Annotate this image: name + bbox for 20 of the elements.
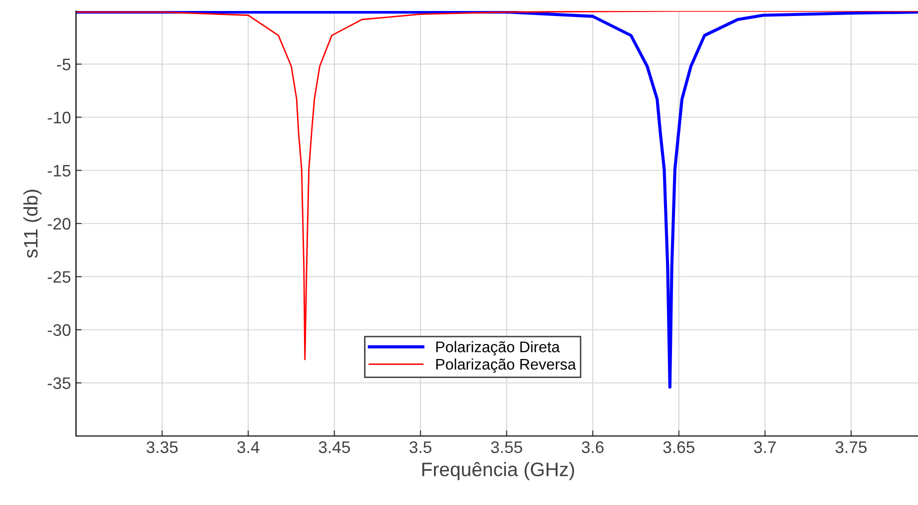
y-tick-label: -5	[57, 58, 70, 70]
x-tick-label: 3.4	[237, 441, 260, 454]
legend-label: Polarização Reversa	[436, 358, 576, 373]
x-tick-label: 3.7	[754, 441, 776, 454]
y-axis-title: s11 (db)	[23, 190, 42, 258]
x-tick-label: 3.5	[410, 441, 432, 454]
y-tick-label: -20	[48, 218, 70, 230]
y-tick-label: -10	[48, 112, 70, 124]
x-tick-label: 3.65	[663, 441, 694, 454]
x-axis-title: Frequência (GHz)	[422, 462, 574, 480]
y-tick-label: -25	[48, 271, 70, 283]
x-tick-label: 3.75	[836, 441, 867, 454]
x-tick-label: 3.35	[146, 441, 178, 454]
y-tick-label: -30	[48, 324, 70, 336]
x-tick-label: 3.6	[582, 441, 604, 454]
x-tick-label: 3.45	[318, 441, 350, 454]
y-tick-label: -15	[48, 164, 70, 177]
x-tick-label: 3.55	[491, 441, 522, 454]
y-tick-label: -35	[48, 377, 70, 390]
legend-label: Polarização Direta	[436, 341, 560, 356]
